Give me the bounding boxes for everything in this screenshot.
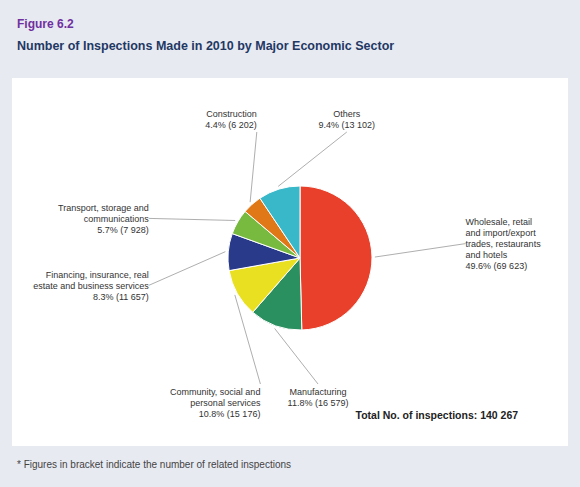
leader-line	[149, 252, 226, 286]
slice-label: Manufacturing	[289, 387, 346, 397]
slice-label-line: Transport, storage and	[58, 203, 149, 213]
slice-label-line: and import/export	[466, 228, 537, 238]
title: Number of Inspections Made in 2010 by Ma…	[17, 39, 394, 53]
slice-label-line: Community, social and	[170, 387, 260, 397]
slice-label-line: Wholesale, retail	[466, 217, 533, 227]
slice-label-line: personal services	[190, 398, 261, 408]
leader-line	[235, 295, 261, 384]
slice-label: Transport, storage andcommunications	[58, 203, 149, 224]
slice-label: Others	[333, 109, 361, 119]
slice-label: Financing, insurance, realestate and bus…	[33, 270, 149, 291]
leader-line	[375, 244, 466, 257]
slice-label: Community, social andpersonal services	[170, 387, 261, 408]
total-label: Total No. of inspections: 140 267	[356, 409, 519, 421]
data-label: 4.4% (6 202)	[205, 120, 257, 130]
slice-label-line: and hotels	[466, 250, 508, 260]
background	[0, 0, 580, 487]
slice-label-line: estate and business services	[33, 281, 149, 291]
slice	[300, 186, 372, 330]
slice-label-line: Manufacturing	[289, 387, 346, 397]
slice-label: Wholesale, retailand import/exporttrades…	[466, 217, 542, 260]
pie	[228, 186, 372, 330]
slice-label-line: Financing, insurance, real	[46, 270, 149, 280]
data-label: 5.7% (7 928)	[97, 225, 149, 235]
slice	[260, 186, 300, 258]
leader-line	[278, 132, 347, 186]
chart: Figure 6.2 Number of Inspections Made in …	[0, 0, 580, 487]
figure-label: Figure 6.2	[17, 17, 74, 31]
slice-label-line: Construction	[206, 109, 257, 119]
leader-line	[149, 218, 235, 220]
data-label: 11.8% (16 579)	[288, 398, 349, 408]
slice-label: Construction	[206, 109, 257, 119]
leader-line	[275, 328, 318, 384]
leader-line	[250, 132, 257, 202]
plot-area	[228, 186, 372, 330]
labels: Wholesale, retailand import/exporttrades…	[33, 109, 541, 419]
slice-label-line: Others	[333, 109, 361, 119]
slice-label-line: communications	[84, 214, 150, 224]
data-label: 9.4% (13 102)	[319, 120, 376, 130]
slice-label-line: trades, restaurants	[466, 239, 542, 249]
data-label: 49.6% (69 623)	[466, 261, 528, 271]
panel	[12, 78, 568, 446]
data-label: 8.3% (11 657)	[93, 292, 149, 302]
footnote: * Figures in bracket indicate the number…	[17, 459, 291, 470]
data-label: 10.8% (15 176)	[199, 409, 261, 419]
